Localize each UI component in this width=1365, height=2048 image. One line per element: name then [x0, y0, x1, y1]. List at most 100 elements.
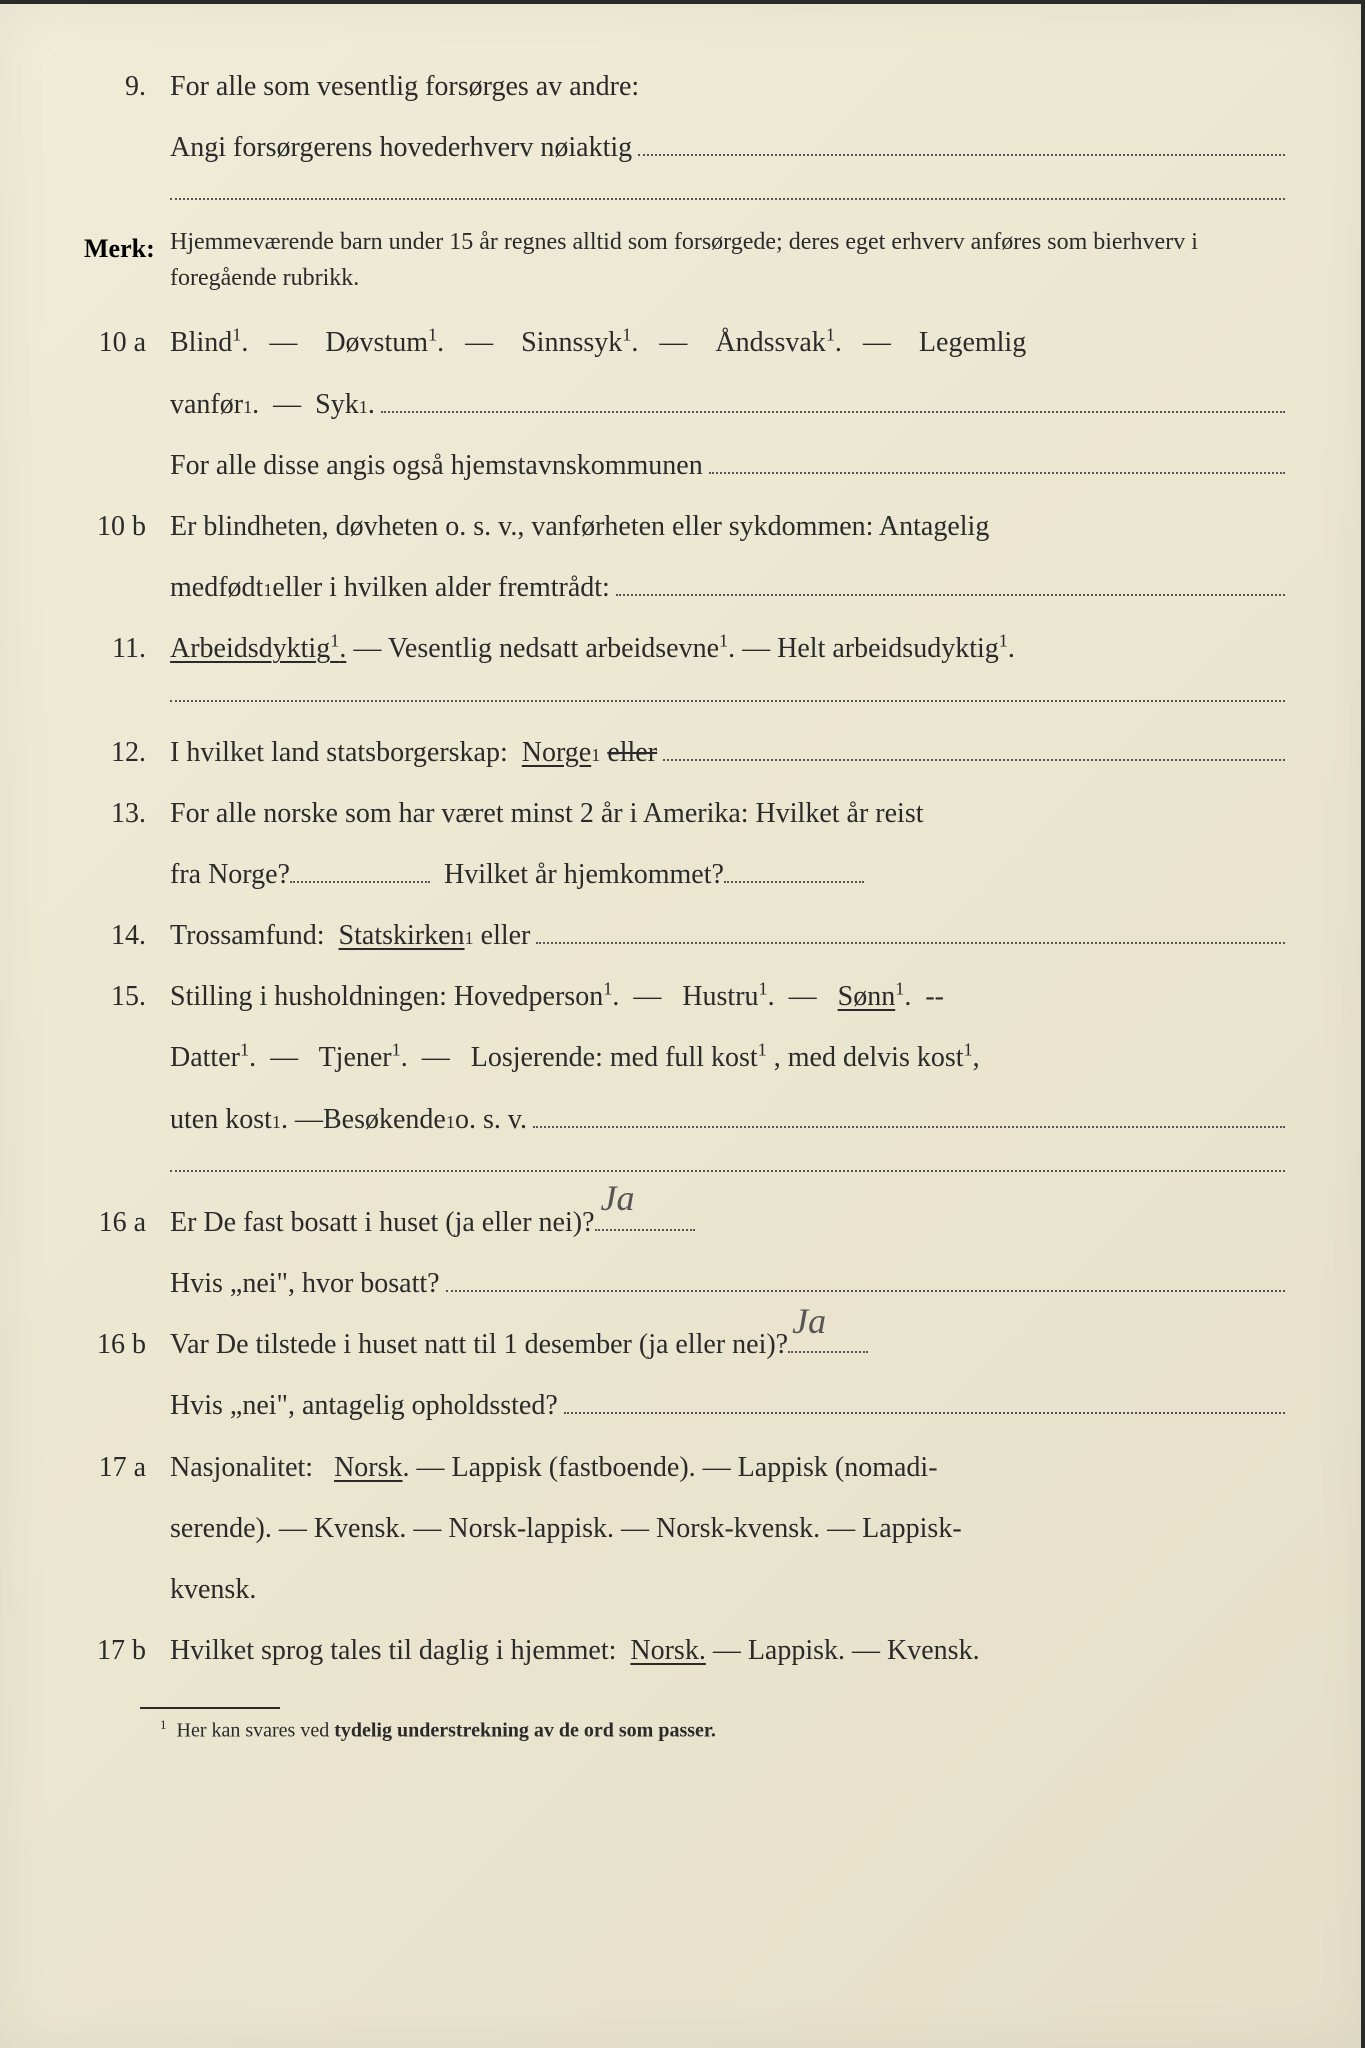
divider: [170, 1170, 1285, 1172]
q10a-dovstum: Døvstum: [325, 327, 428, 358]
q17a-number: 17 a: [80, 1441, 170, 1494]
census-form-page: 9. For alle som vesentlig forsørges av a…: [0, 0, 1365, 2048]
question-17b: 17 b Hvilket sprog tales til daglig i hj…: [80, 1624, 1285, 1677]
q15-prefix: Stilling i husholdningen: Hovedperson: [170, 981, 603, 1012]
q10a-fill1: [381, 383, 1285, 413]
q16b-answer-handwritten: Ja: [792, 1287, 826, 1355]
q17a-norsk: Norsk: [334, 1452, 402, 1483]
question-10a-line2: vanfør1. — Syk1.: [80, 378, 1285, 431]
q15-besokende: Besøkende: [323, 1093, 446, 1146]
footnote-num: 1: [160, 1717, 167, 1732]
q12-prefix: I hvilket land statsborgerskap:: [170, 726, 508, 779]
q13-fill1: [290, 881, 430, 883]
question-10a: 10 a Blind1. — Døvstum1. — Sinnssyk1. — …: [80, 316, 1285, 369]
q15-tjener: Tjener: [319, 1042, 392, 1073]
q15-number: 15.: [80, 970, 170, 1023]
q13-hjemkommet: Hvilket år hjemkommet?: [444, 848, 724, 901]
question-16a: 16 a Er De fast bosatt i huset (ja eller…: [80, 1196, 1285, 1249]
q12-norge: Norge: [522, 726, 591, 779]
q11-mid: Vesentlig nedsatt arbeidsevne: [388, 633, 719, 664]
q17a-line2: serende). — Kvensk. — Norsk-lappisk. — N…: [170, 1502, 1285, 1555]
footnote: 1 Her kan svares ved tydelig understrekn…: [160, 1717, 1285, 1743]
question-13-line2: fra Norge? Hvilket år hjemkommet?: [80, 848, 1285, 901]
question-10a-line3: For alle disse angis også hjemstavnskomm…: [80, 439, 1285, 492]
q15-osv: o. s. v.: [455, 1093, 527, 1146]
q16b-line2: Hvis „nei", antagelig opholdssted?: [170, 1379, 558, 1432]
question-10b-line2: medfødt1 eller i hvilken alder fremtrådt…: [80, 561, 1285, 614]
question-16b-line2: Hvis „nei", antagelig opholdssted?: [80, 1379, 1285, 1432]
q11-number: 11.: [80, 622, 170, 675]
q12-eller: eller: [607, 726, 657, 779]
q17a-rest1: — Lappisk (fastboende). — Lappisk (nomad…: [417, 1452, 938, 1483]
question-9-line2: Angi forsørgerens hovederhverv nøiaktig: [80, 121, 1285, 174]
q10b-number: 10 b: [80, 500, 170, 553]
q13-number: 13.: [80, 787, 170, 840]
q17b-norsk: Norsk.: [630, 1635, 705, 1666]
question-9: 9. For alle som vesentlig forsørges av a…: [80, 60, 1285, 113]
q16b-line1: Var De tilstede i huset natt til 1 desem…: [170, 1318, 788, 1371]
q17a-prefix: Nasjonalitet:: [170, 1452, 313, 1483]
q9-fill: [638, 126, 1285, 156]
q16b-number: 16 b: [80, 1318, 170, 1371]
q16a-fill: [446, 1262, 1285, 1292]
q10a-syk: Syk: [315, 378, 359, 431]
question-13: 13. For alle norske som har været minst …: [80, 787, 1285, 840]
question-15-line3: uten kost1. — Besøkende1 o. s. v.: [80, 1093, 1285, 1146]
q15-delvis: , med delvis kost: [774, 1042, 964, 1073]
question-17a-line2: serende). — Kvensk. — Norsk-lappisk. — N…: [80, 1502, 1285, 1555]
question-17a-line3: kvensk.: [80, 1563, 1285, 1616]
q16a-line2: Hvis „nei", hvor bosatt?: [170, 1257, 440, 1310]
q17b-rest: — Lappisk. — Kvensk.: [713, 1635, 980, 1666]
q14-number: 14.: [80, 909, 170, 962]
divider: [170, 700, 1285, 702]
q13-fill2: [724, 881, 864, 883]
question-17a: 17 a Nasjonalitet: Norsk. — Lappisk (fas…: [80, 1441, 1285, 1494]
footnote-text-a: Her kan svares ved: [177, 1720, 335, 1742]
q11-arbeidsdyktig: Arbeidsdyktig1.: [170, 633, 346, 664]
q15-datter: Datter: [170, 1042, 240, 1073]
footnote-text-b: tydelig understrekning av de ord som pas…: [334, 1720, 716, 1742]
q14-statskirken: Statskirken: [339, 909, 465, 962]
q15-fill: [533, 1098, 1285, 1128]
q10a-line3-text: For alle disse angis også hjemstavnskomm…: [170, 439, 703, 492]
q9-line1: For alle som vesentlig forsørges av andr…: [170, 60, 1285, 113]
q10a-andssvak: Åndssvak: [715, 327, 825, 358]
q16a-answer-handwritten: Ja: [601, 1164, 635, 1232]
q9-line2-text: Angi forsørgerens hovederhverv nøiaktig: [170, 121, 632, 174]
question-16b: 16 b Var De tilstede i huset natt til 1 …: [80, 1318, 1285, 1371]
q13-line1: For alle norske som har været minst 2 år…: [170, 787, 1285, 840]
merk-text: Hjemmeværende barn under 15 år regnes al…: [170, 224, 1285, 296]
q10b-medfodt: medfødt: [170, 561, 263, 614]
footnote-rule: [140, 1707, 280, 1709]
q17b-number: 17 b: [80, 1624, 170, 1677]
q10a-vanfor: vanfør: [170, 378, 243, 431]
q16a-answer-field: Ja: [595, 1229, 695, 1231]
q10b-mid: eller i hvilken alder fremtrådt:: [272, 561, 609, 614]
q14-eller: eller: [481, 909, 531, 962]
q15-hustru: Hustru: [682, 981, 758, 1012]
question-15-line2: Datter1. — Tjener1. — Losjerende: med fu…: [80, 1031, 1285, 1084]
q16a-line1: Er De fast bosatt i huset (ja eller nei)…: [170, 1196, 595, 1249]
q14-fill: [536, 914, 1285, 944]
merk-label: Merk:: [80, 224, 170, 273]
q16b-fill: [564, 1384, 1285, 1414]
q15-losjerende: Losjerende: med full kost: [471, 1042, 758, 1073]
q10a-blind: Blind: [170, 327, 232, 358]
q10a-legemlig: Legemlig: [919, 327, 1026, 358]
q16b-answer-field: Ja: [788, 1351, 868, 1353]
q15-uten: uten kost: [170, 1093, 272, 1146]
q17a-line3: kvensk.: [170, 1563, 1285, 1616]
q11-end: Helt arbeidsudyktig: [777, 633, 999, 664]
q10a-sinnssyk: Sinnssyk: [521, 327, 622, 358]
q10a-fill2: [709, 444, 1285, 474]
divider: [170, 198, 1285, 200]
question-12: 12. I hvilket land statsborgerskap: Norg…: [80, 726, 1285, 779]
q17b-prefix: Hvilket sprog tales til daglig i hjemmet…: [170, 1635, 616, 1666]
q10a-number: 10 a: [80, 316, 170, 369]
q12-fill: [663, 731, 1285, 761]
q10b-fill: [616, 566, 1285, 596]
question-11: 11. Arbeidsdyktig1. — Vesentlig nedsatt …: [80, 622, 1285, 675]
q10b-line1: Er blindheten, døvheten o. s. v., vanfør…: [170, 500, 1285, 553]
merk-note: Merk: Hjemmeværende barn under 15 år reg…: [80, 224, 1285, 296]
q13-fra-norge: fra Norge?: [170, 848, 290, 901]
